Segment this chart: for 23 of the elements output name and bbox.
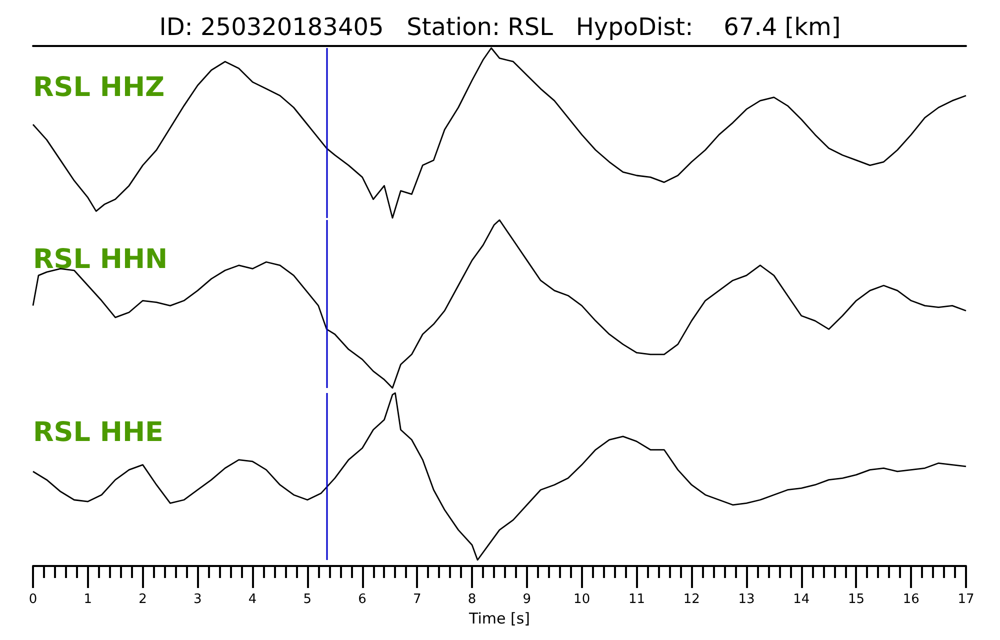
x-tick-label: 17: [958, 592, 974, 607]
x-tick-label: 3: [194, 592, 202, 607]
annotation: RSL HHZ: [33, 72, 165, 103]
x-axis-title: Time [s]: [468, 609, 530, 628]
annotation: RSL HHN: [33, 244, 168, 275]
x-tick-label: 16: [902, 592, 920, 607]
annotation: RSL HHE: [33, 417, 164, 448]
x-tick-label: 4: [248, 592, 257, 607]
x-tick-label: 9: [522, 592, 532, 607]
x-tick-label: 12: [683, 592, 700, 607]
chart-title: ID: 250320183405 Station: RSL HypoDist: 67.4 [km]: [159, 13, 841, 41]
x-tick-label: 15: [848, 592, 865, 607]
x-tick-label: 0: [28, 592, 38, 607]
x-tick-label: 8: [468, 592, 476, 607]
x-tick-label: 13: [738, 592, 755, 607]
x-tick-label: 6: [358, 592, 366, 607]
x-tick-label: 7: [413, 592, 422, 607]
x-tick-label: 14: [793, 592, 810, 607]
x-tick-label: 2: [138, 592, 147, 607]
x-tick-label: 5: [303, 592, 312, 607]
x-tick-label: 11: [628, 592, 645, 607]
x-tick-label: 10: [574, 592, 590, 607]
x-tick-label: 1: [84, 592, 92, 607]
